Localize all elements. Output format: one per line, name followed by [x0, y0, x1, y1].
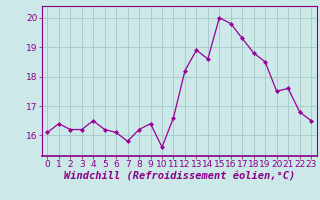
X-axis label: Windchill (Refroidissement éolien,°C): Windchill (Refroidissement éolien,°C) — [64, 172, 295, 182]
